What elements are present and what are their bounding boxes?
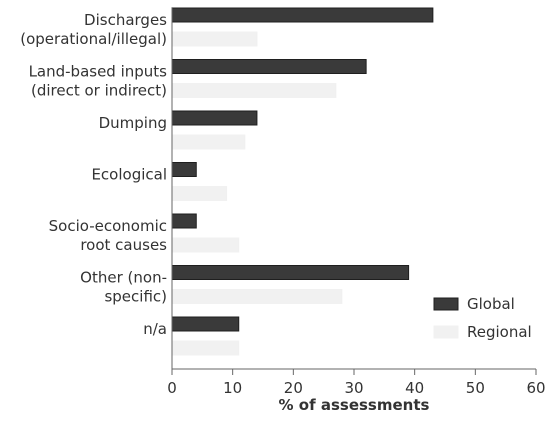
bar-regional-0 — [171, 31, 258, 47]
bars-layer — [171, 7, 434, 356]
bar-global-1 — [171, 59, 367, 74]
bar-regional-3 — [171, 186, 228, 201]
category-label-6: n/a — [143, 320, 167, 338]
category-label-5: Other (non-specific) — [80, 269, 167, 306]
category-labels-layer: Discharges (operational/illegal) Land-base… — [20, 11, 167, 338]
legend-label-global: Global — [467, 295, 515, 313]
bar-regional-2 — [171, 134, 246, 150]
bar-global-4 — [171, 213, 197, 229]
bar-regional-1 — [171, 83, 337, 98]
bar-global-0 — [171, 7, 434, 23]
bar-global-5 — [171, 265, 410, 280]
x-ticks-layer: 0 10 20 30 40 50 60 — [167, 369, 546, 397]
x-tick-label-6: 60 — [526, 379, 545, 397]
category-label-3: Ecological — [91, 166, 167, 184]
legend-swatch-global — [433, 297, 459, 311]
x-tick-label-5: 50 — [466, 379, 485, 397]
x-tick-label-3: 30 — [344, 379, 363, 397]
x-tick-label-2: 20 — [284, 379, 303, 397]
x-tick-label-4: 40 — [405, 379, 424, 397]
category-label-0: Discharges (operational/illegal) — [20, 11, 167, 48]
x-axis-title: % of assessments — [279, 396, 430, 414]
category-label-4: Socio-economic root causes — [49, 217, 168, 254]
bar-regional-6 — [171, 340, 240, 356]
bar-global-6 — [171, 316, 240, 332]
x-tick-label-1: 10 — [223, 379, 242, 397]
category-label-2: Dumping — [99, 114, 167, 132]
bar-global-3 — [171, 162, 197, 177]
legend-label-regional: Regional — [467, 323, 532, 341]
legend-swatch-regional — [433, 325, 459, 339]
category-label-1: Land-based inputs (direct or indirect) — [29, 63, 168, 100]
bar-regional-5 — [171, 289, 343, 304]
bar-global-2 — [171, 110, 258, 126]
x-tick-label-0: 0 — [167, 379, 177, 397]
bar-regional-4 — [171, 237, 240, 253]
legend: Global Regional — [433, 295, 532, 341]
